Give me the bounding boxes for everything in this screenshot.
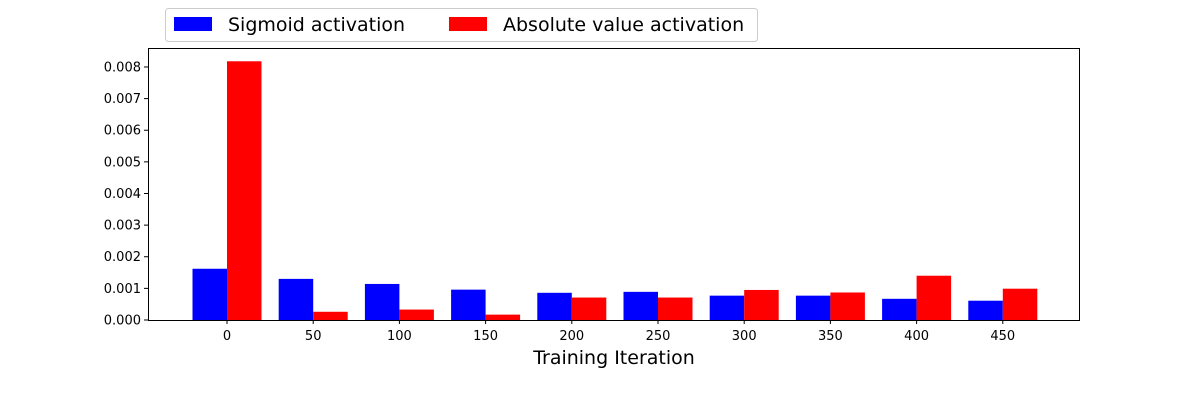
bar-sigmoid-350 bbox=[795, 295, 831, 320]
bar-sigmoid-0 bbox=[192, 268, 227, 320]
y-tick-label: 0.002 bbox=[104, 250, 141, 265]
bar-sigmoid-150 bbox=[451, 289, 486, 320]
bar-sigmoid-50 bbox=[278, 278, 314, 320]
y-tick-label: 0.001 bbox=[104, 282, 141, 297]
bar-sigmoid-300 bbox=[709, 295, 745, 320]
bar-absolute-400 bbox=[916, 275, 952, 320]
bar-absolute-300 bbox=[744, 289, 779, 320]
bar-absolute-150 bbox=[485, 314, 521, 320]
y-tick-label: 0.000 bbox=[104, 314, 141, 329]
legend-label-absolute: Absolute value activation bbox=[503, 14, 744, 36]
x-tick-label: 0 bbox=[223, 329, 231, 344]
x-tick-label: 450 bbox=[990, 329, 1015, 344]
y-tick-label: 0.008 bbox=[104, 60, 141, 75]
x-tick-label: 300 bbox=[732, 329, 757, 344]
bar-sigmoid-450 bbox=[968, 300, 1003, 320]
x-tick-label: 100 bbox=[387, 329, 412, 344]
legend-swatch-absolute bbox=[449, 17, 487, 31]
legend-label-sigmoid: Sigmoid activation bbox=[228, 14, 405, 36]
y-tick-label: 0.007 bbox=[104, 92, 141, 107]
y-tick-label: 0.006 bbox=[104, 124, 141, 139]
x-tick-label: 400 bbox=[904, 329, 929, 344]
bar-absolute-450 bbox=[1002, 288, 1038, 320]
x-tick-label: 200 bbox=[559, 329, 584, 344]
bar-absolute-0 bbox=[227, 61, 262, 320]
bar-absolute-250 bbox=[658, 297, 693, 320]
bar-sigmoid-400 bbox=[882, 298, 917, 320]
y-tick-label: 0.004 bbox=[104, 187, 141, 202]
y-tick-label: 0.005 bbox=[104, 155, 141, 170]
x-axis: 0 50 100 150 200 250 300 350 400 450 bbox=[223, 320, 1015, 344]
bar-absolute-200 bbox=[571, 297, 607, 320]
bar-absolute-100 bbox=[399, 309, 434, 320]
y-tick-label: 0.003 bbox=[104, 219, 141, 234]
x-tick-label: 250 bbox=[646, 329, 671, 344]
bar-sigmoid-100 bbox=[364, 283, 400, 320]
y-axis: 0.000 0.001 0.002 0.003 0.004 0.005 0.006 0.007… bbox=[104, 60, 148, 329]
x-tick-label: 50 bbox=[305, 329, 322, 344]
bar-absolute-350 bbox=[830, 292, 865, 320]
bars-group bbox=[192, 61, 1038, 320]
x-tick-label: 350 bbox=[818, 329, 843, 344]
bar-absolute-50 bbox=[313, 311, 348, 320]
legend-swatch-sigmoid bbox=[174, 17, 212, 31]
bar-sigmoid-250 bbox=[623, 291, 658, 320]
legend: Sigmoid activation Absolute value activa… bbox=[165, 8, 758, 42]
x-axis-title: Training Iteration bbox=[532, 347, 695, 369]
plot-frame bbox=[148, 48, 1080, 321]
bar-sigmoid-200 bbox=[537, 292, 572, 320]
x-tick-label: 150 bbox=[473, 329, 498, 344]
